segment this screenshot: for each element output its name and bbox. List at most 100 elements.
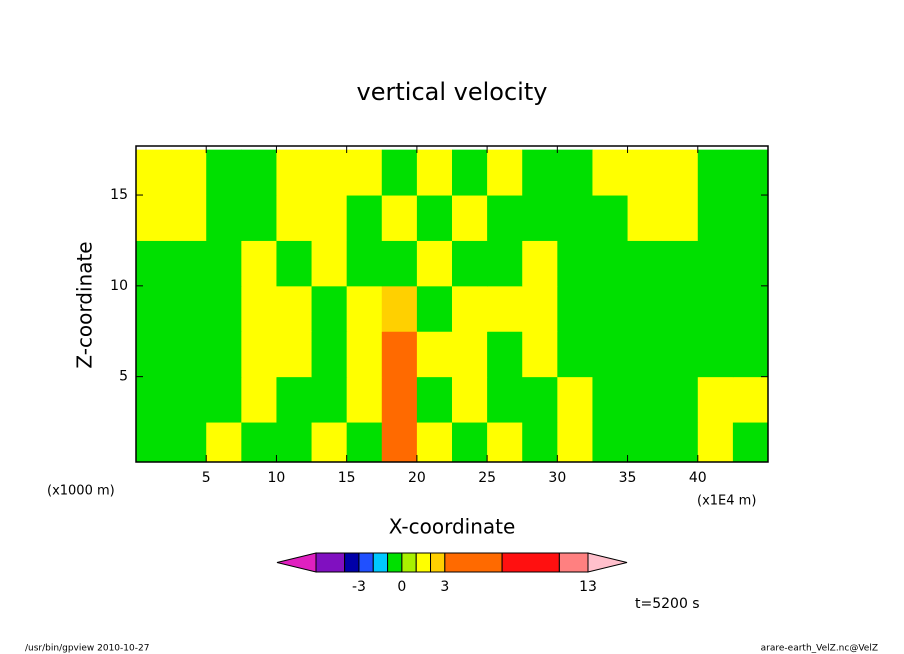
contour-cell: [487, 422, 523, 462]
contour-cell: [381, 331, 418, 378]
contour-cell: [732, 240, 768, 287]
contour-cell: [592, 149, 629, 196]
contour-cell: [171, 331, 207, 378]
contour-cell: [241, 195, 277, 241]
contour-cell: [697, 376, 734, 423]
contour-cell: [522, 240, 558, 287]
colorbar-low: [276, 552, 317, 573]
contour-cell: [452, 331, 488, 378]
contour-cell: [241, 149, 277, 196]
contour-cell: [732, 195, 768, 241]
contour-cell: [662, 331, 699, 378]
contour-cell: [487, 376, 523, 423]
contour-cell: [592, 195, 629, 241]
contour-cell: [452, 285, 488, 332]
colorbar-label: 3: [440, 579, 449, 595]
contour-cell: [452, 240, 488, 287]
footer-right: arare-earth_VelZ.nc@VelZ: [761, 644, 878, 654]
contour-cell: [276, 240, 313, 287]
contour-cell: [346, 149, 383, 196]
contour-cell: [732, 285, 768, 332]
contour-cell: [627, 422, 664, 462]
contour-cell: [416, 195, 453, 241]
contour-cell: [206, 331, 242, 378]
chart-title: vertical velocity: [357, 78, 548, 106]
contour-cell: [627, 285, 664, 332]
contour-cell: [522, 376, 558, 423]
field: [136, 149, 768, 462]
contour-cell: [311, 285, 348, 332]
contour-cell: [732, 149, 768, 196]
contour-cell: [487, 285, 523, 332]
contour-cell: [311, 422, 348, 462]
x-tick-label: 20: [408, 470, 426, 486]
contour-cell: [346, 195, 383, 241]
x-tick-label: 40: [689, 470, 707, 486]
contour-cell: [557, 331, 593, 378]
contour-cell: [697, 240, 734, 287]
contour-cell: [346, 285, 383, 332]
contour-cell: [276, 331, 313, 378]
contour-cell: [662, 195, 699, 241]
contour-cell: [732, 331, 768, 378]
contour-cell: [381, 240, 418, 287]
contour-cell: [697, 422, 734, 462]
contour-cell: [627, 376, 664, 423]
contour-cell: [487, 195, 523, 241]
colorbar-box: [501, 552, 560, 573]
contour-cell: [136, 376, 172, 423]
colorbar-label: 13: [579, 579, 597, 595]
contour-cell: [627, 240, 664, 287]
contour-cell: [732, 422, 768, 462]
contour-cell: [662, 422, 699, 462]
contour-cell: [136, 422, 172, 462]
contour-cell: [522, 195, 558, 241]
contour-cell: [416, 285, 453, 332]
contour-cell: [206, 376, 242, 423]
contour-cell: [381, 149, 418, 196]
x-tick-label: 30: [548, 470, 566, 486]
contour-cell: [452, 149, 488, 196]
contour-cell: [241, 422, 277, 462]
contour-cell: [171, 149, 207, 196]
contour-cell: [487, 240, 523, 287]
contour-cell: [592, 240, 629, 287]
colorbar-high: [587, 552, 628, 573]
contour-cell: [311, 149, 348, 196]
contour-cell: [346, 422, 383, 462]
colorbar-box: [430, 552, 446, 573]
contour-cell: [276, 376, 313, 423]
x-tick-label: 25: [478, 470, 496, 486]
contour-cell: [381, 195, 418, 241]
contour-cell: [206, 240, 242, 287]
contour-cell: [732, 376, 768, 423]
contour-cell: [241, 376, 277, 423]
contour-cell: [276, 149, 313, 196]
y-tick-label: 15: [110, 187, 128, 203]
contour-cell: [171, 376, 207, 423]
contour-cell: [416, 240, 453, 287]
colorbar-box: [358, 552, 374, 573]
contour-cell: [697, 149, 734, 196]
contour-cell: [662, 149, 699, 196]
contour-cell: [136, 195, 172, 241]
colorbar-box: [344, 552, 360, 573]
footer-left: /usr/bin/gpview 2010-10-27: [25, 644, 149, 654]
colorbar-box: [372, 552, 389, 573]
contour-cell: [136, 331, 172, 378]
y-tick-label: 10: [110, 278, 128, 294]
contour-cell: [276, 285, 313, 332]
contour-cell: [592, 376, 629, 423]
y-tick-label: 5: [119, 369, 128, 385]
contour-cell: [311, 376, 348, 423]
contour-cell: [311, 331, 348, 378]
contour-cell: [697, 285, 734, 332]
x-axis-label: X-coordinate: [389, 515, 516, 539]
colorbar-box: [315, 552, 346, 573]
x-tick-label: 5: [202, 470, 211, 486]
contour-cell: [241, 240, 277, 287]
contour-cell: [592, 422, 629, 462]
x-tick-label: 15: [338, 470, 356, 486]
contour-cell: [416, 149, 453, 196]
